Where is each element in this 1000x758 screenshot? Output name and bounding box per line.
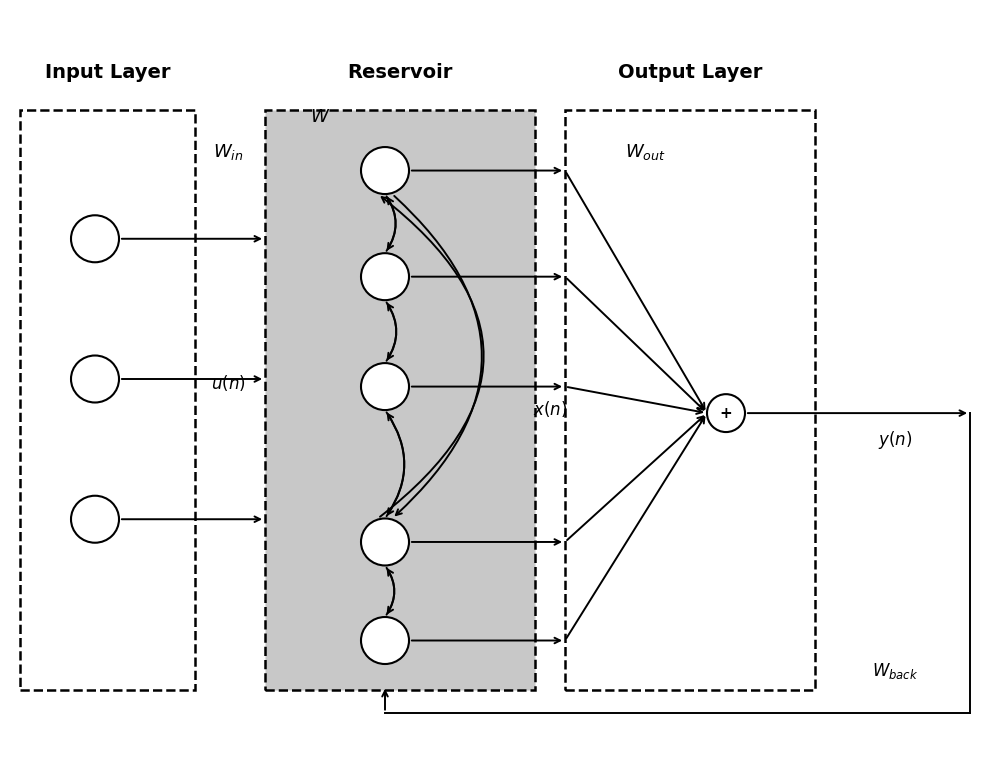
FancyArrowPatch shape [387, 196, 396, 249]
Ellipse shape [71, 496, 119, 543]
Text: $W_{in}$: $W_{in}$ [213, 142, 243, 161]
Text: $W$: $W$ [310, 108, 330, 127]
Ellipse shape [71, 215, 119, 262]
Text: Input Layer: Input Layer [45, 62, 170, 82]
Ellipse shape [361, 363, 409, 410]
FancyArrowPatch shape [394, 196, 482, 515]
Text: $x(n)$: $x(n)$ [533, 399, 567, 419]
FancyArrowPatch shape [387, 412, 404, 515]
Text: $u(n)$: $u(n)$ [211, 373, 245, 393]
Ellipse shape [71, 356, 119, 402]
Ellipse shape [707, 394, 745, 432]
Ellipse shape [361, 147, 409, 194]
Text: $W_{back}$: $W_{back}$ [872, 661, 918, 681]
FancyArrowPatch shape [387, 414, 404, 516]
FancyArrowPatch shape [387, 198, 396, 251]
Text: +: + [720, 406, 732, 421]
FancyArrowPatch shape [387, 568, 394, 613]
FancyArrowPatch shape [387, 569, 394, 615]
Bar [20, 110, 195, 690]
Bar [565, 110, 815, 690]
Ellipse shape [361, 617, 409, 664]
Text: $W_{out}$: $W_{out}$ [625, 142, 665, 161]
Ellipse shape [361, 518, 409, 565]
Bar [265, 110, 535, 690]
Text: Reservoir: Reservoir [347, 62, 453, 82]
Text: $y(n)$: $y(n)$ [878, 428, 912, 451]
Text: Output Layer: Output Layer [618, 62, 762, 82]
FancyArrowPatch shape [387, 304, 396, 361]
FancyArrowPatch shape [380, 197, 484, 517]
Ellipse shape [361, 253, 409, 300]
FancyArrowPatch shape [387, 302, 396, 359]
